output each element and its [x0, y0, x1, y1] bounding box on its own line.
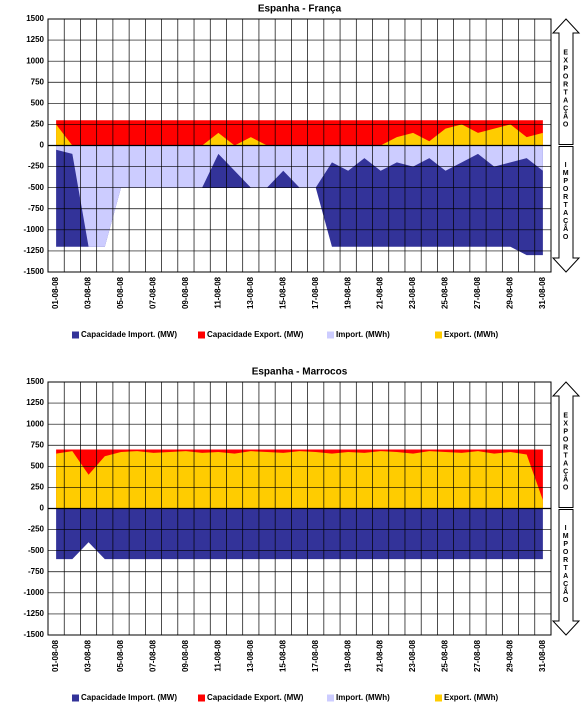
x-tick-label: 19-08-08 [343, 639, 352, 672]
x-tick-label: 27-08-08 [473, 639, 482, 672]
y-tick-label: 250 [31, 120, 45, 129]
y-tick-label: -1500 [24, 630, 45, 639]
x-tick-label: 11-08-08 [213, 276, 222, 308]
side-label: IMPORTAÇÃO [562, 162, 569, 242]
y-tick-label: -1500 [24, 267, 45, 276]
x-tick-label: 05-08-08 [116, 639, 125, 672]
side-label: IMPORTAÇÃO [562, 525, 569, 605]
y-tick-label: -250 [28, 525, 45, 534]
y-tick-label: 0 [40, 504, 45, 513]
x-tick-label: 15-08-08 [278, 276, 287, 309]
legend-label: Import. (MWh) [336, 693, 390, 702]
x-tick-label: 23-08-08 [408, 276, 417, 309]
x-tick-label: 09-08-08 [181, 276, 190, 309]
x-tick-label: 05-08-08 [116, 276, 125, 309]
x-tick-label: 27-08-08 [473, 276, 482, 309]
y-tick-label: 1500 [26, 377, 44, 386]
legend-label: Export. (MWh) [444, 330, 499, 339]
import-arrow [551, 509, 581, 636]
legend-label: Capacidade Import. (MW) [81, 330, 177, 339]
legend-swatch [435, 331, 442, 339]
y-tick-label: 1250 [26, 35, 44, 44]
x-tick-label: 29-08-08 [506, 276, 515, 309]
y-tick-label: 500 [31, 461, 45, 470]
y-tick-label: -750 [28, 567, 45, 576]
legend-label: Capacidade Export. (MW) [207, 693, 304, 702]
legend-swatch [327, 694, 334, 702]
y-tick-label: 1000 [26, 56, 44, 65]
x-tick-label: 07-08-08 [149, 276, 158, 309]
export-arrow [551, 18, 581, 145]
x-tick-label: 31-08-08 [538, 276, 547, 309]
x-tick-label: 25-08-08 [441, 639, 450, 672]
x-tick-label: 23-08-08 [408, 639, 417, 672]
x-tick-label: 07-08-08 [149, 639, 158, 672]
y-tick-label: -250 [28, 162, 45, 171]
legend-label: Import. (MWh) [336, 330, 390, 339]
side-label: EXPORTAÇÃO [562, 49, 569, 129]
y-tick-label: -1000 [24, 588, 45, 597]
y-tick-label: -1250 [24, 246, 45, 255]
legend-swatch [72, 331, 79, 339]
x-tick-label: 03-08-08 [84, 639, 93, 672]
side-label: EXPORTAÇÃO [562, 412, 569, 492]
x-tick-label: 13-08-08 [246, 276, 255, 309]
legend-label: Capacidade Export. (MW) [207, 330, 304, 339]
y-tick-label: 1250 [26, 398, 44, 407]
import-arrow [551, 146, 581, 273]
y-tick-label: -750 [28, 204, 45, 213]
legend-swatch [198, 331, 205, 339]
x-tick-label: 21-08-08 [376, 639, 385, 672]
legend-label: Capacidade Import. (MW) [81, 693, 177, 702]
chart-title: Espanha - França [258, 4, 342, 15]
chart-title: Espanha - Marrocos [252, 367, 348, 378]
x-tick-label: 31-08-08 [538, 639, 547, 672]
export-arrow [551, 381, 581, 508]
x-tick-label: 11-08-08 [213, 639, 222, 671]
x-tick-label: 13-08-08 [246, 639, 255, 672]
x-tick-label: 25-08-08 [441, 276, 450, 309]
x-tick-label: 21-08-08 [376, 276, 385, 309]
x-tick-label: 15-08-08 [278, 639, 287, 672]
legend-swatch [198, 694, 205, 702]
legend-swatch [327, 331, 334, 339]
x-tick-label: 19-08-08 [343, 276, 352, 309]
y-tick-label: 500 [31, 98, 45, 107]
y-tick-label: 750 [31, 440, 45, 449]
x-tick-label: 17-08-08 [311, 276, 320, 309]
x-tick-label: 09-08-08 [181, 639, 190, 672]
x-tick-label: 17-08-08 [311, 639, 320, 672]
y-tick-label: 0 [40, 141, 45, 150]
x-tick-label: 01-08-08 [51, 276, 60, 309]
legend-label: Export. (MWh) [444, 693, 499, 702]
legend-swatch [435, 694, 442, 702]
y-tick-label: 750 [31, 77, 45, 86]
y-tick-label: 1000 [26, 419, 44, 428]
y-tick-label: 250 [31, 483, 45, 492]
y-tick-label: -500 [28, 546, 45, 555]
y-tick-label: 1500 [26, 14, 44, 23]
x-tick-label: 03-08-08 [84, 276, 93, 309]
legend-swatch [72, 694, 79, 702]
y-tick-label: -500 [28, 183, 45, 192]
y-tick-label: -1250 [24, 609, 45, 618]
x-tick-label: 01-08-08 [51, 639, 60, 672]
y-tick-label: -1000 [24, 225, 45, 234]
x-tick-label: 29-08-08 [506, 639, 515, 672]
